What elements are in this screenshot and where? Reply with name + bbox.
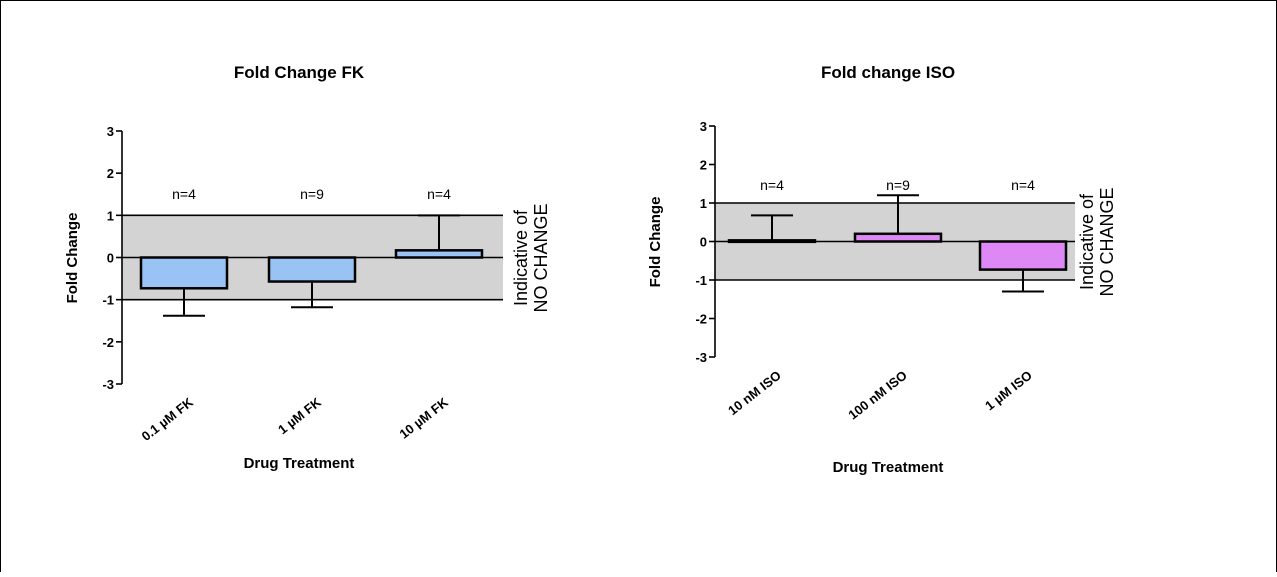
y-tick-label: 3 — [700, 119, 707, 134]
y-tick-label: 2 — [107, 166, 114, 181]
band-label-line-2: NO CHANGE — [531, 203, 551, 312]
bar — [267, 256, 357, 283]
y-tick-label: 2 — [700, 158, 707, 173]
bar — [853, 232, 943, 243]
y-tick-label: 1 — [700, 196, 707, 211]
band-label-line-2: NO CHANGE — [1097, 187, 1117, 296]
n-label: n=4 — [760, 177, 784, 193]
y-tick-label: 0 — [107, 251, 114, 266]
y-tick-label: -2 — [695, 312, 707, 327]
y-tick-label: 3 — [107, 124, 114, 139]
bar — [394, 249, 484, 259]
bar — [978, 240, 1068, 271]
band-label: Indicative of NO CHANGE — [1077, 187, 1117, 296]
chart-title: Fold Change FK — [234, 63, 365, 82]
n-label: n=4 — [172, 186, 196, 202]
x-axis-label: Drug Treatment — [833, 459, 944, 476]
chart-title: Fold change ISO — [821, 63, 955, 82]
x-axis-label: Drug Treatment — [244, 455, 355, 472]
bar — [139, 256, 229, 290]
y-tick-label: -3 — [102, 377, 114, 392]
y-tick-label: 0 — [700, 235, 707, 250]
n-label: n=9 — [886, 177, 910, 193]
band-label-line-1: Indicative of — [511, 209, 531, 306]
n-label: n=4 — [427, 186, 451, 202]
y-tick-label: -1 — [102, 293, 114, 308]
y-tick-label: -2 — [102, 335, 114, 350]
n-label: n=9 — [300, 186, 324, 202]
band-label-line-1: Indicative of — [1077, 193, 1097, 290]
y-axis-label: Fold Change — [64, 213, 81, 304]
y-tick-label: -3 — [695, 350, 707, 365]
y-tick-label: 1 — [107, 208, 114, 223]
band-label: Indicative of NO CHANGE — [511, 203, 551, 312]
y-tick-label: -1 — [695, 273, 707, 288]
n-label: n=4 — [1011, 177, 1035, 193]
y-axis-label: Fold Change — [647, 197, 664, 288]
